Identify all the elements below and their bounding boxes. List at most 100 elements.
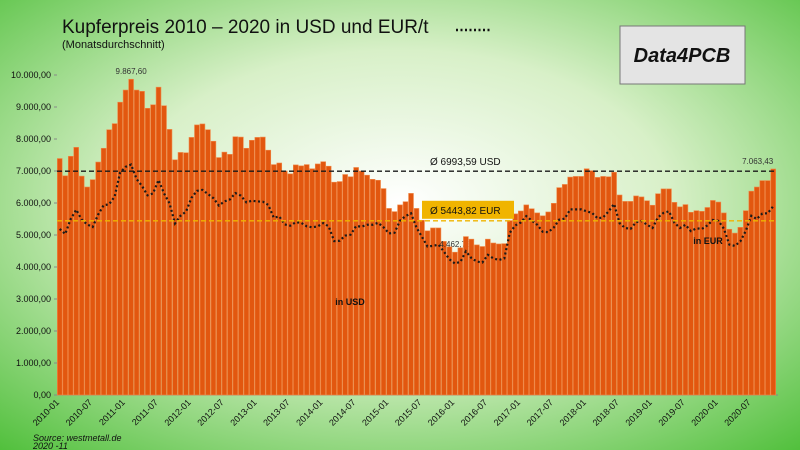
bar — [183, 152, 189, 396]
bar — [435, 227, 442, 396]
reference-label: Ø 5443,82 EUR — [430, 206, 501, 217]
bar — [216, 157, 222, 396]
bar — [122, 89, 129, 396]
bar — [721, 212, 727, 396]
bar — [556, 187, 562, 396]
bar — [496, 243, 502, 396]
bar — [479, 246, 486, 396]
bar — [485, 238, 491, 396]
bar — [320, 161, 326, 396]
bar — [402, 201, 409, 396]
bar — [336, 181, 343, 396]
bar — [578, 176, 584, 396]
bar — [457, 247, 464, 396]
bar — [704, 207, 711, 396]
bar — [682, 204, 689, 396]
source-date: 2020 -11 — [32, 441, 68, 450]
bar — [254, 137, 261, 396]
y-tick-label: 8.000,00 — [16, 134, 51, 144]
bar — [501, 243, 508, 396]
bar — [644, 200, 650, 396]
source: Source: westmetall.de — [33, 433, 122, 443]
bar — [677, 206, 683, 396]
bar — [710, 200, 716, 396]
bar — [117, 101, 123, 396]
bar — [446, 246, 453, 396]
bar — [529, 208, 535, 396]
bar — [660, 188, 667, 396]
bar — [594, 177, 601, 396]
bar — [73, 147, 79, 396]
bar — [287, 173, 294, 396]
bar — [754, 186, 760, 396]
bar — [671, 202, 678, 396]
bar — [655, 193, 661, 396]
bar — [95, 161, 101, 396]
bar — [144, 107, 151, 396]
chart-title: Kupferpreis 2010 – 2020 in USD und EUR/t — [62, 17, 429, 38]
y-tick-label: 6.000,00 — [16, 198, 51, 208]
bar — [276, 162, 283, 396]
bar — [627, 201, 634, 396]
bar — [111, 123, 118, 396]
value-label: 7.063,43 — [742, 157, 774, 166]
bar — [600, 176, 606, 396]
bar — [589, 170, 595, 396]
bar — [512, 213, 519, 396]
bar — [523, 204, 530, 396]
bar — [699, 211, 705, 396]
bar — [194, 124, 200, 396]
bar — [550, 203, 557, 396]
bar — [605, 176, 612, 396]
bar — [490, 242, 497, 396]
y-tick-label: 2.000,00 — [16, 326, 51, 336]
bar — [715, 201, 722, 396]
bar — [441, 241, 447, 396]
bar — [325, 165, 332, 396]
chart-subtitle: (Monatsdurchschnitt) — [62, 39, 165, 51]
y-tick-label: 5.000,00 — [16, 230, 51, 240]
bar — [583, 168, 590, 396]
bar — [364, 174, 370, 396]
bar — [342, 174, 348, 396]
bar — [572, 176, 579, 396]
bar — [545, 211, 551, 396]
bar — [62, 175, 68, 396]
bar — [347, 176, 354, 396]
bar — [391, 211, 398, 396]
bar — [67, 155, 74, 396]
bar — [419, 219, 425, 396]
bar — [452, 251, 458, 396]
bar — [227, 154, 233, 396]
bar — [166, 129, 173, 396]
bar — [232, 136, 239, 396]
logo-box — [619, 25, 746, 85]
bar — [177, 152, 184, 396]
series-label: in USD — [335, 297, 365, 307]
bar — [331, 181, 337, 396]
bar — [386, 208, 392, 396]
y-tick-label: 9.000,00 — [16, 102, 51, 112]
value-label: 4.462,75 — [439, 240, 471, 249]
bar — [265, 149, 272, 396]
bar — [271, 164, 277, 396]
bar — [314, 163, 321, 396]
bar — [282, 170, 288, 396]
logo: Data4PCB — [634, 45, 731, 67]
bar — [78, 175, 85, 396]
bar — [726, 228, 733, 396]
bar — [106, 129, 112, 396]
bar — [353, 167, 359, 396]
series-label: in EUR — [693, 236, 723, 246]
bar — [150, 104, 156, 396]
bar — [539, 215, 546, 396]
bar — [413, 208, 420, 396]
bar — [737, 227, 744, 396]
bar — [468, 238, 475, 396]
reference-label: Ø 6993,59 USD — [430, 157, 501, 168]
bar — [139, 91, 145, 396]
bar — [172, 159, 178, 396]
y-tick-label: 10.000,00 — [11, 70, 51, 80]
bar — [397, 204, 403, 396]
